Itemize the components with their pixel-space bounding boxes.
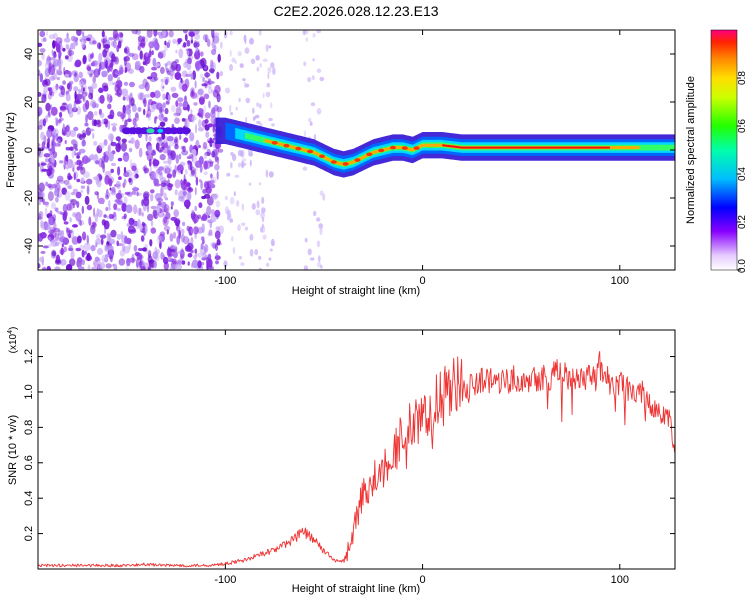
ridge-hotspot: [413, 146, 420, 150]
ridge-hotspot: [330, 160, 337, 164]
ridge-core-inner: [442, 144, 610, 149]
ridge-hotspot: [401, 146, 408, 150]
y-tick-label: 1.0: [23, 384, 35, 399]
colorbar-ticks: 0.0 0.2 0.4 0.6 0.8: [737, 71, 748, 273]
colorbar-tick-label: 0.2: [737, 215, 748, 229]
x-tick-label: 100: [611, 574, 629, 586]
y-tick-label: 40: [23, 48, 35, 60]
ridge-band: [245, 132, 675, 168]
y-tick-label: 0.8: [23, 420, 35, 435]
ridge-band-layer: [245, 132, 675, 168]
x-tick-label: 0: [420, 574, 426, 586]
spectrogram-yticks: -40 -20 0 20 40: [23, 48, 675, 254]
ridge-hotspot: [389, 145, 396, 150]
y-tick-label: 0.6: [23, 455, 35, 470]
ridge-blob: [180, 127, 191, 135]
snr-plot-area: [38, 350, 675, 568]
x-tick-label: -100: [214, 574, 236, 586]
ridge-hotspot: [307, 149, 314, 154]
y-tick-label: -40: [23, 238, 35, 254]
snr-series-line: [38, 350, 675, 568]
spectrogram-xlabel: Height of straight line (km): [292, 285, 420, 297]
colorbar-tick-label: 0.6: [737, 119, 748, 133]
ridge-hotspot: [366, 152, 373, 157]
y-tick-label: 1.2: [23, 349, 35, 364]
ridge-hotspot: [295, 146, 302, 151]
spectrogram-xticks: -100 0 100: [214, 30, 629, 287]
ridge-hotspot: [271, 141, 278, 145]
snr-xlabel: Height of straight line (km): [292, 583, 420, 595]
colorbar-label: Normalized spectral amplitude: [685, 76, 697, 224]
ridge-hotspot: [342, 162, 349, 166]
colorbar: 0.0 0.2 0.4 0.6 0.8 Normalized spectral ampl…: [685, 29, 748, 273]
snr-xticks: -100 0 100: [214, 330, 629, 586]
y-tick-label: 0.4: [23, 491, 35, 506]
ridge-hotspot: [354, 158, 361, 162]
figure-title: C2E2.2026.028.12.23.E13: [273, 3, 438, 19]
ridge-blob: [157, 128, 164, 133]
y-tick-label: 0.2: [23, 526, 35, 541]
snr-yticks: 0.2 0.4 0.6 0.8 1.0 1.2: [23, 349, 675, 541]
spectrogram-heat: [38, 30, 675, 270]
ridge-blob: [146, 128, 155, 134]
ridge-hotspot: [318, 154, 325, 159]
spectrogram-panel: -100 0 100 -40 -20 0 20 40 Height of straight …: [5, 29, 676, 297]
colorbar-tick-label: 0.8: [737, 71, 748, 85]
x-tick-label: -100: [214, 275, 236, 287]
x-tick-label: 0: [420, 275, 426, 287]
ridge-hotspot: [283, 143, 290, 148]
snr-scale-factor: (x104): [7, 327, 19, 354]
colorbar-tick-label: 0.4: [737, 167, 748, 181]
y-tick-label: 20: [23, 96, 35, 108]
snr-panel: -100 0 100 0.2 0.4 0.6 0.8 1.0 1.2 Height of st…: [7, 327, 676, 595]
spectrogram-ylabel: Frequency (Hz): [5, 112, 17, 188]
snr-ylabel: SNR (10 * v/v): [7, 415, 19, 485]
colorbar-tick-label: 0.0: [737, 259, 748, 273]
x-tick-label: 100: [611, 275, 629, 287]
y-tick-label: -20: [23, 190, 35, 206]
y-tick-label: 0: [23, 147, 35, 153]
colorbar-gradient: [710, 29, 738, 271]
snr-frame: [37, 329, 676, 570]
ridge-hotspot: [378, 148, 385, 153]
